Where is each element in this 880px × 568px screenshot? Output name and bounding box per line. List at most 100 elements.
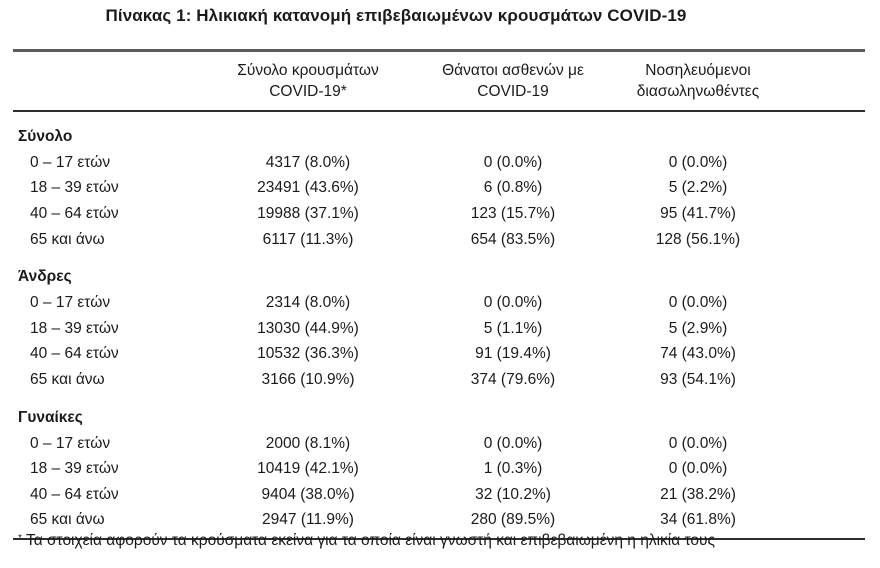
header-deaths-line2: COVID-19 — [477, 83, 549, 100]
intubated-cell: 128 (56.1%) — [655, 230, 741, 248]
table-row: 18 – 39 ετών 13030 (44.9%) 5 (1.1%) 5 (2… — [13, 316, 865, 342]
intubated-cell: 0 (0.0%) — [668, 460, 728, 478]
deaths-cell: 280 (89.5%) — [470, 511, 556, 529]
deaths-cell: 654 (83.5%) — [470, 230, 556, 248]
spacer-cell — [793, 290, 865, 316]
section-total: Σύνολο 0 – 17 ετών 4317 (8.0%) 0 (0.0%) … — [13, 111, 865, 252]
spacer-cell — [793, 201, 865, 227]
age-label-cell: 65 και άνω — [30, 370, 105, 388]
intubated-cell: 0 (0.0%) — [668, 153, 728, 171]
deaths-cell: 0 (0.0%) — [483, 294, 543, 312]
header-intubated-line1: Νοσηλευόμενοι — [645, 62, 751, 79]
spacer-cell — [793, 508, 865, 534]
age-label-cell: 40 – 64 ετών — [30, 485, 119, 503]
age-label-cell: 65 και άνω — [30, 230, 105, 248]
table-row: 0 – 17 ετών 2000 (8.1%) 0 (0.0%) 0 (0.0%… — [13, 431, 865, 457]
age-label-cell: 18 – 39 ετών — [30, 460, 119, 478]
spacer-cell — [793, 227, 865, 253]
cases-cell: 10532 (36.3%) — [257, 345, 359, 363]
table-row: 65 και άνω 2947 (11.9%) 280 (89.5%) 34 (… — [13, 508, 865, 534]
header-cases-line1: Σύνολο κρουσμάτων — [237, 62, 379, 79]
section-header-row: Άνδρες — [13, 252, 865, 290]
cases-cell: 6117 (11.3%) — [262, 230, 354, 248]
table-row: 40 – 64 ετών 10532 (36.3%) 91 (19.4%) 74… — [13, 342, 865, 368]
intubated-cell: 95 (41.7%) — [660, 204, 736, 222]
cases-cell: 10419 (42.1%) — [257, 460, 359, 478]
cases-cell: 2947 (11.9%) — [262, 511, 354, 529]
intubated-cell: 21 (38.2%) — [660, 485, 736, 503]
cases-cell: 2000 (8.1%) — [265, 434, 351, 452]
spacer-cell — [793, 367, 865, 393]
spacer-cell — [793, 150, 865, 176]
header-cases-line2: COVID-19* — [269, 83, 347, 100]
table-row: 0 – 17 ετών 2314 (8.0%) 0 (0.0%) 0 (0.0%… — [13, 290, 865, 316]
section-label: Γυναίκες — [18, 408, 83, 426]
spacer-cell — [793, 431, 865, 457]
footnote-asterisk: * — [18, 533, 22, 544]
deaths-cell: 5 (1.1%) — [483, 319, 543, 337]
spacer-cell — [793, 482, 865, 508]
intubated-cell: 93 (54.1%) — [660, 370, 736, 388]
cases-cell: 23491 (43.6%) — [257, 179, 359, 197]
table-row: 40 – 64 ετών 9404 (38.0%) 32 (10.2%) 21 … — [13, 482, 865, 508]
header-empty-cell — [13, 52, 193, 112]
age-label-cell: 0 – 17 ετών — [30, 153, 111, 171]
age-distribution-table: Σύνολο κρουσμάτων COVID-19* Θάνατοι ασθε… — [13, 52, 865, 533]
spacer-cell — [793, 176, 865, 202]
table-row: 0 – 17 ετών 4317 (8.0%) 0 (0.0%) 0 (0.0%… — [13, 150, 865, 176]
age-label-cell: 40 – 64 ετών — [30, 204, 119, 222]
header-intubated-line2: διασωληνωθέντες — [636, 83, 760, 100]
table-row: 18 – 39 ετών 10419 (42.1%) 1 (0.3%) 0 (0… — [13, 456, 865, 482]
spacer-cell — [793, 316, 865, 342]
deaths-cell: 0 (0.0%) — [483, 434, 543, 452]
spacer-cell — [793, 342, 865, 368]
section-label: Άνδρες — [18, 268, 72, 286]
intubated-cell: 0 (0.0%) — [668, 434, 728, 452]
section-label: Σύνολο — [18, 128, 73, 145]
intubated-cell: 74 (43.0%) — [660, 345, 736, 363]
section-header-row: Γυναίκες — [13, 393, 865, 431]
age-label-cell: 0 – 17 ετών — [30, 434, 111, 452]
table-row: 65 και άνω 3166 (10.9%) 374 (79.6%) 93 (… — [13, 367, 865, 393]
cases-cell: 13030 (44.9%) — [257, 319, 359, 337]
deaths-cell: 0 (0.0%) — [483, 153, 543, 171]
section-women: Γυναίκες 0 – 17 ετών 2000 (8.1%) 0 (0.0%… — [13, 393, 865, 533]
deaths-cell: 1 (0.3%) — [483, 460, 543, 478]
footnote: * Τα στοιχεία αφορούν τα κρούσματα εκείν… — [18, 531, 858, 551]
table-header: Σύνολο κρουσμάτων COVID-19* Θάνατοι ασθε… — [13, 52, 865, 112]
deaths-cell: 91 (19.4%) — [475, 345, 551, 363]
table-row: 18 – 39 ετών 23491 (43.6%) 6 (0.8%) 5 (2… — [13, 176, 865, 202]
cases-cell: 19988 (37.1%) — [257, 204, 359, 222]
header-deaths: Θάνατοι ασθενών με COVID-19 — [423, 52, 603, 112]
footnote-text: Τα στοιχεία αφορούν τα κρούσματα εκείνα … — [25, 532, 715, 549]
cases-cell: 2314 (8.0%) — [265, 294, 351, 312]
table-row: 40 – 64 ετών 19988 (37.1%) 123 (15.7%) 9… — [13, 201, 865, 227]
deaths-cell: 32 (10.2%) — [475, 485, 551, 503]
cases-cell: 3166 (10.9%) — [261, 370, 355, 388]
cases-cell: 9404 (38.0%) — [261, 485, 355, 503]
header-deaths-line1: Θάνατοι ασθενών με — [442, 62, 584, 79]
intubated-cell: 5 (2.9%) — [668, 319, 728, 337]
intubated-cell: 34 (61.8%) — [660, 511, 736, 529]
intubated-cell: 5 (2.2%) — [668, 179, 728, 197]
age-label-cell: 65 και άνω — [30, 511, 105, 529]
header-intubated: Νοσηλευόμενοι διασωληνωθέντες — [603, 52, 793, 112]
deaths-cell: 6 (0.8%) — [483, 179, 543, 197]
table-title: Πίνακας 1: Ηλικιακή κατανομή επιβεβαιωμέ… — [105, 6, 687, 25]
section-header-row: Σύνολο — [13, 111, 865, 150]
header-spacer-cell — [793, 52, 865, 112]
header-cases: Σύνολο κρουσμάτων COVID-19* — [193, 52, 423, 112]
deaths-cell: 374 (79.6%) — [470, 370, 556, 388]
age-label-cell: 40 – 64 ετών — [30, 345, 119, 363]
deaths-cell: 123 (15.7%) — [470, 204, 556, 222]
table-row: 65 και άνω 6117 (11.3%) 654 (83.5%) 128 … — [13, 227, 865, 253]
age-label-cell: 0 – 17 ετών — [30, 294, 111, 312]
age-label-cell: 18 – 39 ετών — [30, 319, 119, 337]
intubated-cell: 0 (0.0%) — [668, 294, 728, 312]
section-men: Άνδρες 0 – 17 ετών 2314 (8.0%) 0 (0.0%) … — [13, 252, 865, 392]
spacer-cell — [793, 456, 865, 482]
age-distribution-table-frame: Σύνολο κρουσμάτων COVID-19* Θάνατοι ασθε… — [13, 49, 865, 541]
cases-cell: 4317 (8.0%) — [265, 153, 351, 171]
age-label-cell: 18 – 39 ετών — [30, 179, 119, 197]
